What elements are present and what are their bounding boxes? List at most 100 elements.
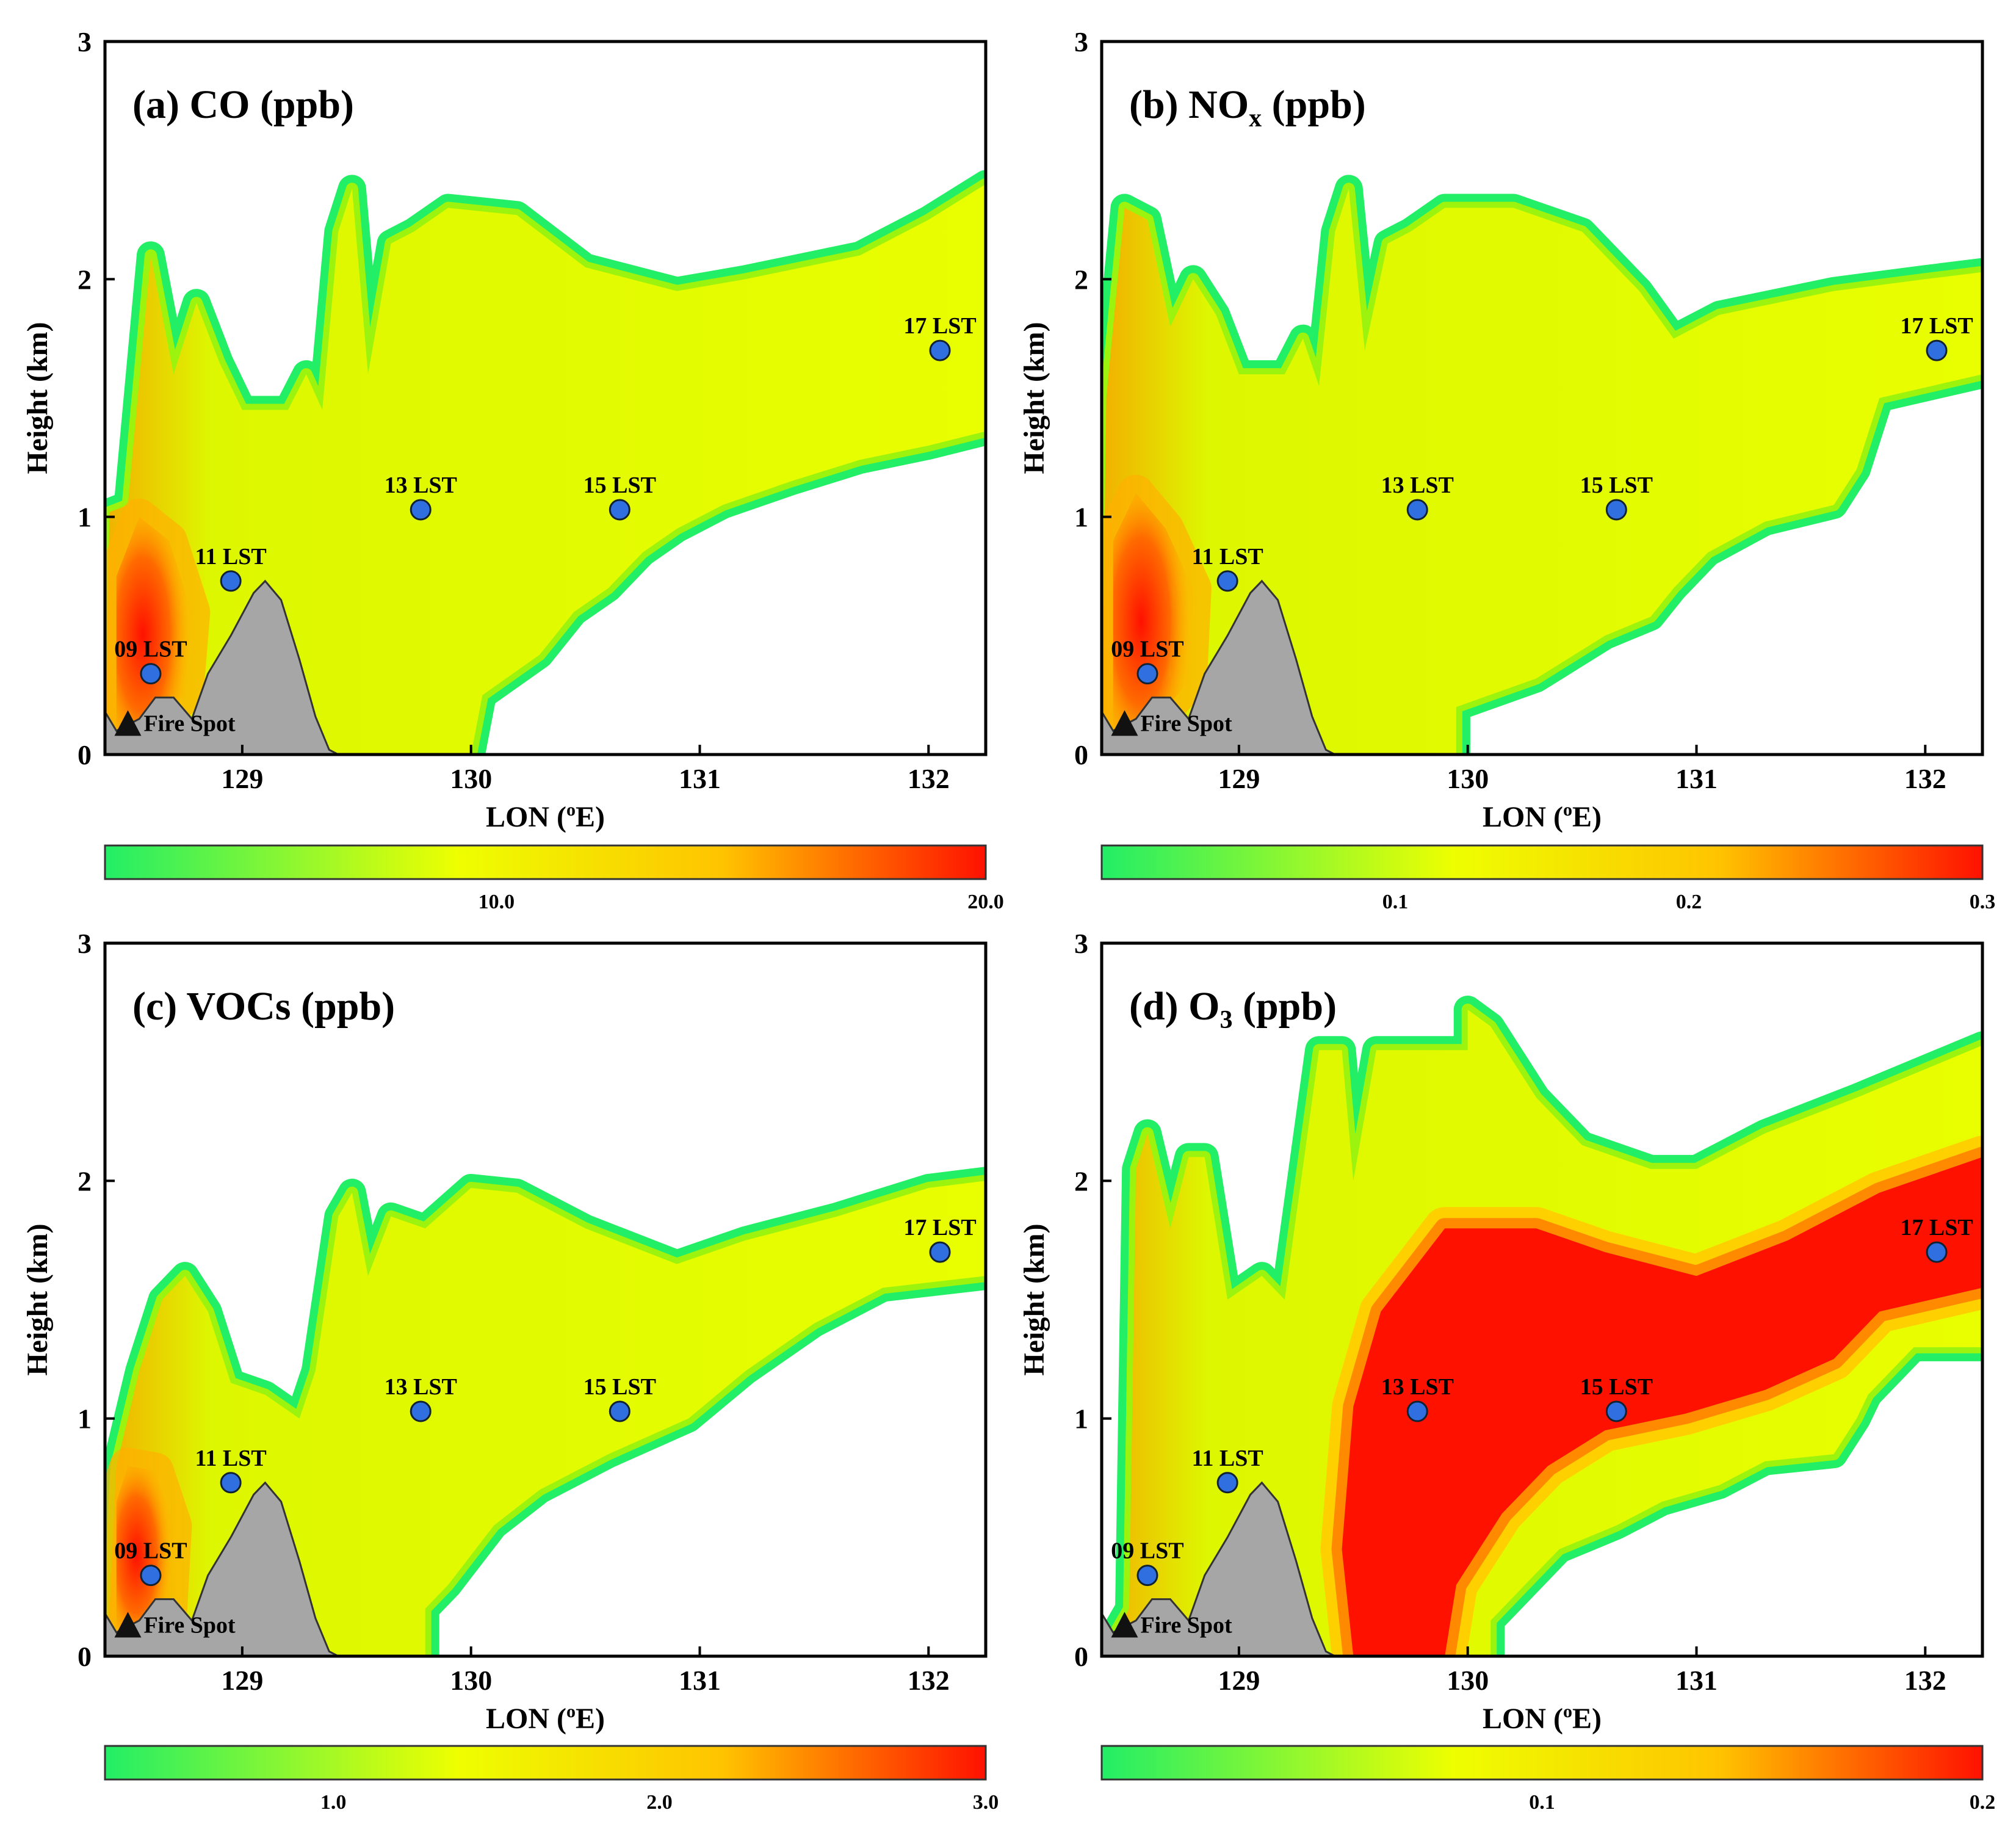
panel-title: (a) CO (ppb) bbox=[132, 82, 354, 127]
terrain-profile bbox=[105, 579, 339, 755]
y-tick-label: 3 bbox=[78, 928, 92, 959]
y-tick-label: 0 bbox=[1074, 1641, 1088, 1672]
trajectory-marker-label: 11 LST bbox=[1192, 544, 1263, 570]
plot-frame bbox=[103, 40, 988, 756]
x-tick-label: 129 bbox=[221, 1665, 263, 1696]
chart-panel-b: Fire Spot 09 LST 11 LST 13 LST 15 LST 17 LST 1… bbox=[1018, 26, 1995, 913]
trajectory-marker-label: 17 LST bbox=[1900, 1215, 1973, 1240]
trajectory-marker bbox=[1136, 1565, 1158, 1587]
trajectory-marker-label: 13 LST bbox=[385, 472, 457, 498]
plot-frame bbox=[1100, 40, 1984, 756]
x-tick-label: 130 bbox=[1447, 1665, 1489, 1696]
trajectory-marker bbox=[929, 339, 951, 361]
y-tick-label: 2 bbox=[1074, 1165, 1088, 1197]
plume-high-core bbox=[1342, 1157, 1982, 1656]
trajectory-marker bbox=[609, 1400, 630, 1422]
y-tick-label: 0 bbox=[78, 739, 92, 770]
y-axis-label: Height (km) bbox=[1018, 1223, 1050, 1375]
plume-body bbox=[105, 184, 986, 755]
colorbar-tick-label: 0.3 bbox=[1970, 891, 1996, 913]
colorbar bbox=[104, 844, 987, 880]
y-tick-label: 1 bbox=[1074, 1403, 1088, 1435]
trajectory-marker-label: 13 LST bbox=[1381, 1374, 1454, 1400]
trajectory-marker-label: 17 LST bbox=[903, 1215, 976, 1240]
y-tick-label: 1 bbox=[78, 1403, 92, 1435]
x-tick-label: 131 bbox=[679, 1665, 721, 1696]
trajectory-marker-label: 11 LST bbox=[195, 544, 267, 570]
trajectory-marker bbox=[140, 1565, 162, 1587]
trajectory-marker bbox=[1926, 339, 1948, 361]
trajectory-marker bbox=[410, 1400, 432, 1422]
colorbar-tick-label: 20.0 bbox=[967, 891, 1004, 913]
x-axis-label: LON (oE) bbox=[486, 800, 605, 833]
x-tick-label: 132 bbox=[908, 763, 950, 794]
x-tick-label: 129 bbox=[221, 763, 263, 794]
trajectory-marker-label: 09 LST bbox=[1111, 1538, 1183, 1564]
colorbar bbox=[104, 1745, 987, 1781]
x-tick-label: 131 bbox=[1675, 763, 1718, 794]
plume-high-core bbox=[116, 1466, 174, 1628]
y-tick-label: 1 bbox=[1074, 502, 1088, 533]
plume-high-core bbox=[116, 516, 192, 731]
x-tick-label: 130 bbox=[1447, 763, 1489, 794]
trajectory-marker bbox=[410, 499, 432, 521]
y-tick-label: 2 bbox=[1074, 264, 1088, 295]
x-tick-label: 129 bbox=[1218, 763, 1260, 794]
fire-spot-triangle-icon bbox=[114, 710, 142, 736]
y-tick-label: 1 bbox=[78, 502, 92, 533]
fire-spot-label: Fire Spot bbox=[143, 1612, 236, 1638]
y-tick-label: 3 bbox=[78, 26, 92, 57]
fire-spot-label: Fire Spot bbox=[143, 711, 236, 736]
colorbar-tick-label: 0.2 bbox=[1676, 891, 1702, 913]
x-tick-label: 129 bbox=[1218, 1665, 1260, 1696]
colorbar-tick-label: 0.1 bbox=[1382, 891, 1409, 913]
terrain-profile bbox=[105, 1481, 339, 1656]
trajectory-marker bbox=[1216, 570, 1238, 592]
trajectory-marker-label: 15 LST bbox=[583, 472, 656, 498]
trajectory-marker-label: 17 LST bbox=[903, 313, 976, 339]
panel-title: (c) VOCs (ppb) bbox=[132, 984, 395, 1029]
fire-spot-triangle-icon bbox=[1111, 1612, 1138, 1638]
panel-title: (b) NOx (ppb) bbox=[1129, 82, 1366, 132]
trajectory-marker bbox=[140, 663, 162, 685]
trajectory-marker-label: 13 LST bbox=[1381, 472, 1454, 498]
plot-area: Fire Spot 09 LST 11 LST 13 LST 15 LST 17 LST bbox=[105, 1167, 986, 1656]
y-axis-label: Height (km) bbox=[21, 1223, 54, 1375]
fire-spot-label: Fire Spot bbox=[1140, 711, 1232, 736]
fire-spot-label: Fire Spot bbox=[1140, 1612, 1232, 1638]
trajectory-marker-label: 09 LST bbox=[1111, 637, 1183, 662]
y-tick-label: 3 bbox=[1074, 928, 1088, 959]
y-tick-label: 0 bbox=[1074, 739, 1088, 770]
fire-spot-triangle-icon bbox=[1111, 710, 1138, 736]
x-axis-label: LON (oE) bbox=[486, 1701, 605, 1735]
trajectory-marker bbox=[220, 1472, 242, 1494]
y-tick-label: 0 bbox=[78, 1641, 92, 1672]
trajectory-marker-label: 09 LST bbox=[114, 1538, 187, 1564]
colorbar bbox=[1100, 1745, 1984, 1781]
plume-high-core bbox=[1113, 493, 1193, 726]
y-axis-label: Height (km) bbox=[1018, 322, 1050, 474]
trajectory-marker-label: 11 LST bbox=[195, 1446, 267, 1471]
plume-body bbox=[1102, 189, 1982, 755]
colorbar-tick-label: 1.0 bbox=[320, 1791, 347, 1814]
panel-title: (d) O3 (ppb) bbox=[1129, 984, 1337, 1034]
x-tick-label: 130 bbox=[450, 763, 492, 794]
trajectory-marker-label: 09 LST bbox=[114, 637, 187, 662]
trajectory-marker bbox=[220, 570, 242, 592]
trajectory-marker bbox=[609, 499, 630, 521]
chart-panel-a: Fire Spot 09 LST 11 LST 13 LST 15 LST 17 LST 1… bbox=[21, 26, 1004, 913]
x-tick-label: 132 bbox=[908, 1665, 950, 1696]
plot-area: Fire Spot 09 LST 11 LST 13 LST 15 LST 17 LST bbox=[105, 170, 986, 755]
y-tick-label: 3 bbox=[1074, 26, 1088, 57]
y-tick-label: 2 bbox=[78, 1165, 92, 1197]
x-tick-label: 131 bbox=[1675, 1665, 1718, 1696]
trajectory-marker-label: 15 LST bbox=[583, 1374, 656, 1400]
x-axis-label: LON (oE) bbox=[1483, 1701, 1602, 1735]
x-tick-label: 131 bbox=[679, 763, 721, 794]
plot-frame bbox=[103, 941, 988, 1658]
x-tick-label: 132 bbox=[1904, 1665, 1946, 1696]
trajectory-marker bbox=[1406, 1400, 1428, 1422]
colorbar-tick-label: 2.0 bbox=[646, 1791, 673, 1814]
plot-frame bbox=[1100, 941, 1984, 1658]
